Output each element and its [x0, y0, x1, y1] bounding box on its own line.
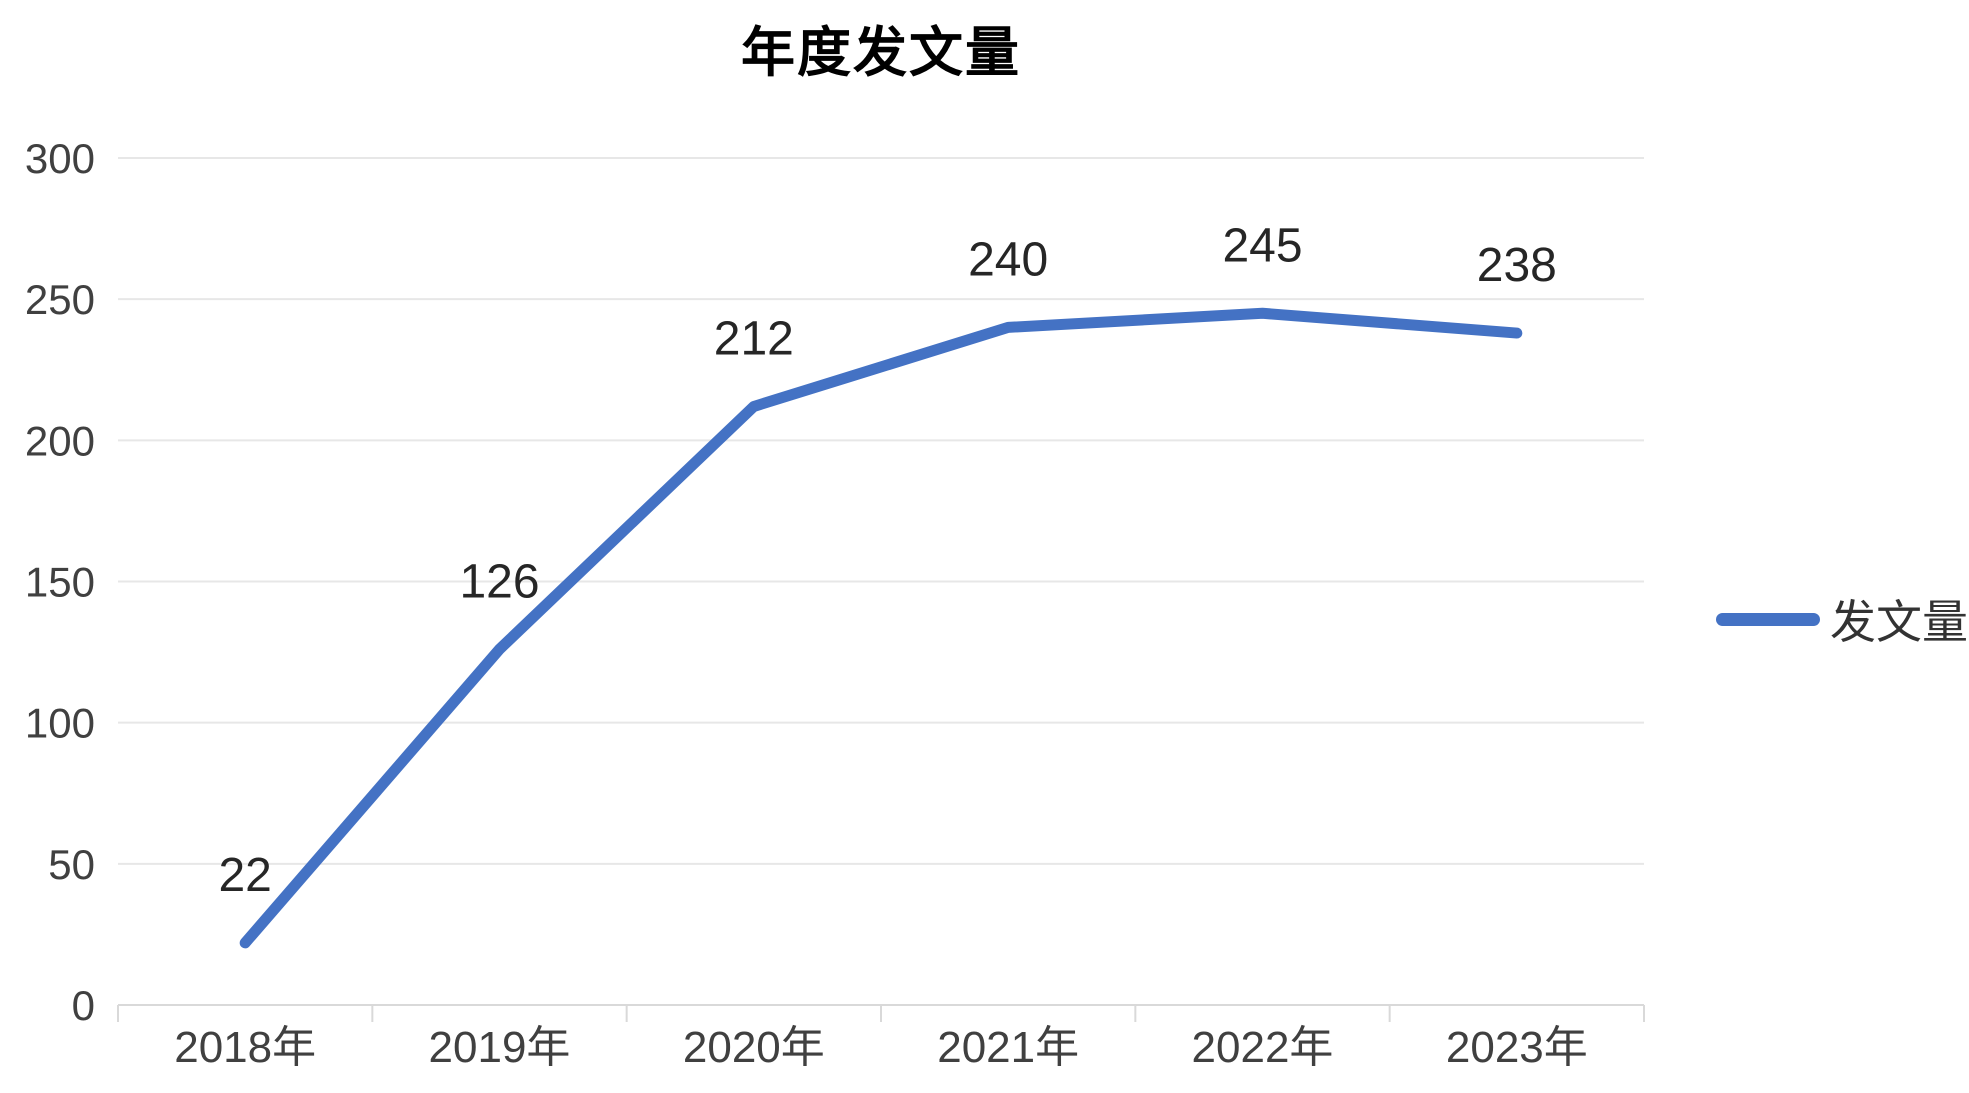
data-point-label: 22 [218, 849, 271, 902]
data-point-label: 212 [714, 312, 794, 365]
x-axis-category-label: 2018年 [174, 1023, 316, 1072]
x-axis-category-label: 2023年 [1446, 1023, 1588, 1072]
data-point-label: 238 [1477, 239, 1557, 292]
y-axis-tick-label: 150 [25, 559, 95, 606]
y-axis-tick-label: 300 [25, 135, 95, 182]
data-point-label: 240 [968, 233, 1048, 286]
legend-line-swatch [1716, 612, 1820, 626]
data-series-line [239, 307, 1523, 949]
x-axis-category-label: 2022年 [1192, 1023, 1334, 1072]
y-axis-tick-label: 200 [25, 417, 95, 464]
chart-title: 年度发文量 [741, 23, 1021, 83]
x-axis-category-label: 2021年 [937, 1023, 1079, 1072]
x-axis-category-label: 2019年 [429, 1023, 571, 1072]
data-point-label: 245 [1222, 219, 1302, 272]
y-axis-tick-label: 100 [25, 700, 95, 747]
x-axis-category-label: 2020年 [683, 1023, 825, 1072]
data-point-label: 126 [459, 555, 539, 608]
legend: 发文量 [1716, 586, 1968, 652]
legend-series-label: 发文量 [1830, 596, 1968, 648]
y-axis-tick-label: 250 [25, 276, 95, 323]
y-axis-tick-label: 0 [72, 982, 95, 1029]
y-axis-tick-label: 50 [48, 841, 95, 888]
